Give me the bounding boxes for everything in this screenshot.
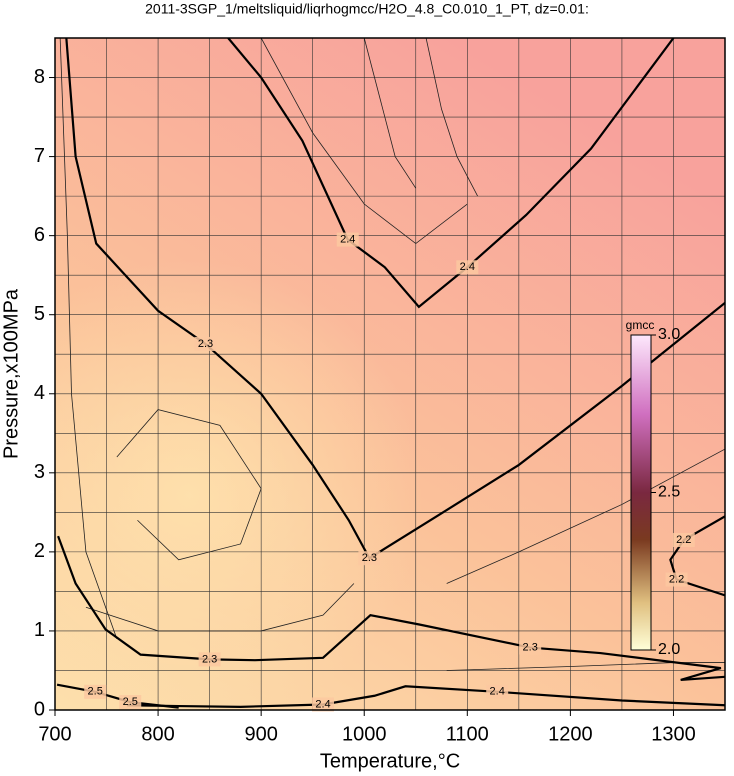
x-tick-label: 900 <box>244 723 277 745</box>
y-tick-label: 3 <box>34 461 45 483</box>
colorbar <box>630 334 652 651</box>
x-tick-label: 1000 <box>342 723 387 745</box>
x-tick-label: 1300 <box>651 723 696 745</box>
contour-label: 2.5 <box>88 686 103 698</box>
contour-line <box>65 38 725 560</box>
y-tick-label: 1 <box>34 619 45 641</box>
contour-label: 2.4 <box>460 261 475 273</box>
contour-label: 2.2 <box>669 573 684 585</box>
thin-contour <box>446 662 725 671</box>
contour-label-bg <box>519 640 542 655</box>
thin-contour <box>446 448 725 584</box>
y-tick-label: 0 <box>34 698 45 720</box>
x-tick-label: 1200 <box>548 723 593 745</box>
contour-label-bg <box>486 684 509 699</box>
contour-label: 2.3 <box>523 641 538 653</box>
contour-label-bg <box>84 684 107 699</box>
contour-label: 2.4 <box>340 234 355 246</box>
y-tick-label: 6 <box>34 224 45 246</box>
contour-label-bg <box>336 232 359 247</box>
contour-label: 2.3 <box>362 552 377 564</box>
y-tick-label: 4 <box>34 382 45 404</box>
contour-label-bg <box>672 533 695 548</box>
contour-label: 2.4 <box>490 686 505 698</box>
contour-labels: 2.4 2.4 2.3 2.3 2.3 2.3 2.4 2.4 2.2 2.2 2.5 2.5 <box>84 232 695 712</box>
thin-contour <box>425 38 478 197</box>
y-axis-label: Pressure,x100MPa <box>0 288 22 459</box>
plot-frame <box>54 37 726 711</box>
contour-label: 2.4 <box>315 698 330 710</box>
axes: 700 800 900 1000 1100 1200 1300 0 1 2 3 4 5 6 7 8 2.0 2.5… <box>34 66 696 745</box>
y-tick-label: 8 <box>34 66 45 88</box>
x-axis-label: Temperature,°C <box>320 750 460 772</box>
plot-shade <box>55 38 725 710</box>
contour-label: 2.5 <box>123 696 138 708</box>
contour-label-bg <box>198 652 221 667</box>
contour-line <box>57 535 725 682</box>
y-tick-label: 5 <box>34 303 45 325</box>
colorbar-tick-label: 2.0 <box>658 641 680 658</box>
contour-label-bg <box>312 697 334 712</box>
colorbar-tick-label: 2.5 <box>658 484 680 501</box>
thin-contour <box>363 38 417 189</box>
contours <box>56 38 725 709</box>
contour-label-bg <box>358 551 381 566</box>
contour-label: 2.3 <box>202 653 217 665</box>
contour-label: 2.2 <box>676 534 691 546</box>
y-tick-label: 7 <box>34 145 45 167</box>
contour-line <box>227 38 675 309</box>
chart-title: 2011-3SGP_1/meltsliquid/liqrhogmcc/H2O_4… <box>145 1 589 17</box>
contour-line <box>127 685 725 708</box>
y-tick-label: 2 <box>34 540 45 562</box>
contour-label-bg <box>194 336 217 351</box>
colorbar-label: gmcc <box>626 318 655 332</box>
colorbar-tick-label: 3.0 <box>658 326 680 343</box>
thin-contour <box>59 38 118 639</box>
x-tick-label: 700 <box>38 723 71 745</box>
x-tick-label: 1100 <box>446 723 489 745</box>
contour-label-bg <box>665 572 688 587</box>
x-tick-label: 800 <box>141 723 174 745</box>
thin-contour <box>260 38 468 245</box>
contour-line <box>669 515 725 597</box>
contour-line <box>56 683 179 709</box>
thin-contour <box>85 583 355 632</box>
contour-label-bg <box>119 695 142 710</box>
contour-label-bg <box>456 260 479 275</box>
contour-label: 2.3 <box>198 338 213 350</box>
thin-contour <box>116 409 262 561</box>
